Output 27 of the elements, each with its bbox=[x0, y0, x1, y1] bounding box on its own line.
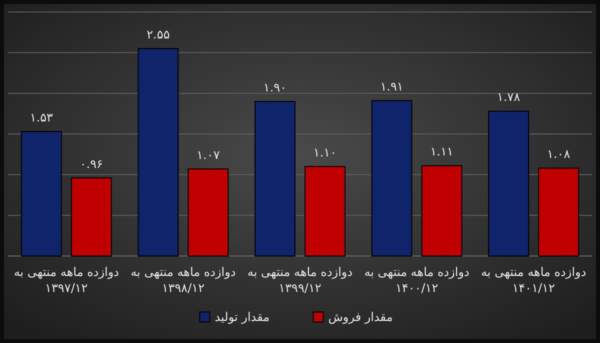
bar bbox=[70, 177, 112, 256]
data-label: ۰.۹۶ bbox=[80, 156, 103, 171]
bar bbox=[371, 100, 412, 256]
bar bbox=[20, 131, 62, 256]
legend-label: مقدار تولید bbox=[214, 310, 270, 324]
x-tick-label: دوازده ماهه منتهی به ۱۳۹۹/۱۲ bbox=[247, 265, 353, 295]
bar bbox=[188, 168, 229, 256]
bar bbox=[254, 100, 296, 256]
data-label: ۱.۹۰ bbox=[263, 80, 287, 94]
data-label: ۲.۵۵ bbox=[146, 28, 170, 42]
data-label: ۱.۹۱ bbox=[380, 80, 404, 94]
data-label: ۱.۰۸ bbox=[547, 147, 571, 162]
x-tick-label: دوازده ماهه منتهی به ۱۳۹۷/۱۲ bbox=[14, 265, 119, 295]
data-label: ۱.۷۸ bbox=[497, 90, 521, 104]
bar bbox=[421, 165, 462, 256]
x-tick-label: دوازده ماهه منتهی به ۱۳۹۸/۱۲ bbox=[130, 265, 236, 295]
data-label: ۱.۱۰ bbox=[313, 146, 337, 160]
legend-label: مقدار فروش bbox=[328, 310, 393, 324]
data-label: ۱.۰۷ bbox=[196, 148, 220, 162]
x-tick-label: دوازده ماهه منتهی به ۱۴۰۱/۱۲ bbox=[481, 265, 586, 295]
bar bbox=[488, 110, 530, 256]
bar bbox=[304, 166, 346, 256]
bar bbox=[538, 168, 580, 256]
bar bbox=[138, 48, 179, 256]
x-tick-label: دوازده ماهه منتهی به ۱۴۰۰/۱۲ bbox=[364, 265, 470, 295]
data-label: ۱.۱۱ bbox=[430, 144, 454, 159]
data-label: ۱.۵۳ bbox=[30, 110, 54, 125]
